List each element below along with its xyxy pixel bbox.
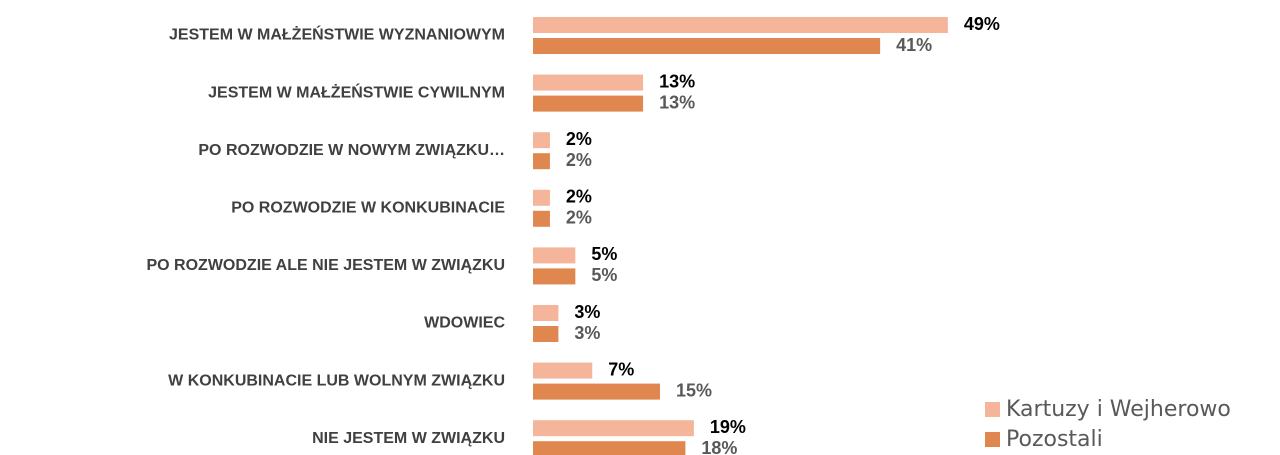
value-label: 2% [566,129,592,149]
bar [533,95,644,112]
value-label: 13% [659,92,695,112]
bar [533,305,559,321]
category-label: PO ROZWODZIE ALE NIE JESTEM W ZWIĄZKU [146,257,505,274]
legend-swatch [985,432,1000,447]
bar [533,74,644,91]
value-label: 18% [701,438,737,455]
category-label: JESTEM W MAŁŻEŃSTWIE CYWILNYM [208,82,505,101]
value-label: 2% [566,187,592,207]
bar [533,420,694,437]
bar [533,132,550,149]
category-label: PO ROZWODZIE W NOWYM ZWIĄZKU… [198,142,505,159]
bar [533,210,550,227]
value-label: 19% [710,417,746,437]
bar [533,153,550,170]
bar [533,189,550,206]
value-label: 5% [591,265,617,285]
value-label: 41% [896,35,932,55]
legend-label: Kartuzy i Wejherowo [1006,397,1231,422]
value-label: 15% [676,380,712,400]
value-label: 7% [608,359,634,379]
value-label: 3% [574,302,600,322]
category-label: W KONKUBINACIE LUB WOLNYM ZWIĄZKU [168,372,505,389]
legend-label: Pozostali [1006,427,1103,452]
category-label: JESTEM W MAŁŻEŃSTWIE WYZNANIOWYM [169,25,505,44]
category-label: NIE JESTEM W ZWIĄZKU [312,430,505,447]
bar [533,17,948,33]
value-label: 13% [659,71,695,91]
bar [533,441,686,455]
bar [533,268,576,285]
category-label: PO ROZWODZIE W KONKUBINACIE [231,200,505,217]
value-label: 2% [566,150,592,170]
bar [533,362,593,379]
value-label: 3% [574,323,600,343]
bar [533,247,576,264]
legend-swatch [985,402,1000,417]
category-label: WDOWIEC [424,315,505,332]
value-label: 2% [566,208,592,228]
value-label: 5% [591,244,617,264]
value-label: 49% [964,14,1000,34]
bar [533,326,559,342]
bar [533,383,660,400]
bar [533,38,881,54]
